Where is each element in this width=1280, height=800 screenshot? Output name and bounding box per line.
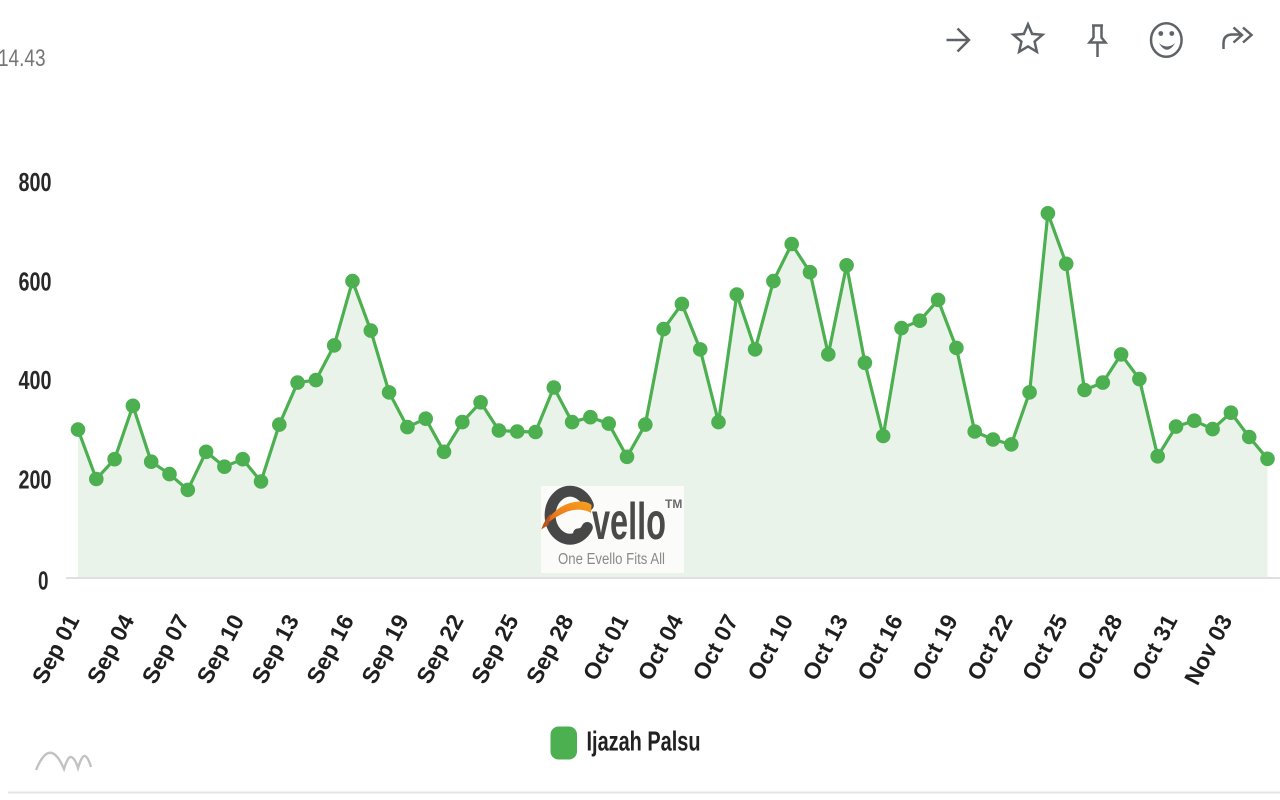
svg-text:Oct 16: Oct 16 <box>852 610 908 684</box>
svg-text:Ijazah Palsu: Ijazah Palsu <box>587 726 701 757</box>
svg-text:Sep 28: Sep 28 <box>521 610 579 688</box>
svg-text:Sep 19: Sep 19 <box>356 610 414 688</box>
svg-text:Sep 16: Sep 16 <box>301 610 359 688</box>
svg-text:200: 200 <box>19 465 52 495</box>
svg-text:Sep 13: Sep 13 <box>246 610 304 688</box>
svg-text:Sep 01: Sep 01 <box>27 610 85 688</box>
svg-text:0: 0 <box>38 566 49 596</box>
svg-text:800: 800 <box>19 167 52 197</box>
svg-text:14.43: 14.43 <box>0 45 46 72</box>
svg-text:Oct 04: Oct 04 <box>632 610 688 684</box>
svg-text:Sep 04: Sep 04 <box>82 610 140 688</box>
svg-text:Oct 01: Oct 01 <box>577 610 633 684</box>
svg-text:Sep 10: Sep 10 <box>191 610 249 688</box>
svg-text:Sep 25: Sep 25 <box>466 610 524 688</box>
svg-text:Oct 13: Oct 13 <box>797 610 853 684</box>
svg-text:Oct 22: Oct 22 <box>962 610 1018 684</box>
svg-text:Oct 25: Oct 25 <box>1017 610 1073 684</box>
svg-text:Oct 07: Oct 07 <box>687 610 743 684</box>
svg-text:Oct 28: Oct 28 <box>1072 610 1128 684</box>
svg-text:Oct 31: Oct 31 <box>1126 610 1182 684</box>
svg-text:Oct 19: Oct 19 <box>907 610 963 684</box>
svg-text:400: 400 <box>19 365 52 395</box>
svg-text:600: 600 <box>19 267 52 297</box>
svg-text:One Evello Fits All: One Evello Fits All <box>558 551 665 568</box>
svg-text:TM: TM <box>665 497 682 511</box>
svg-text:vello: vello <box>592 493 666 551</box>
svg-text:Oct 10: Oct 10 <box>742 610 798 684</box>
svg-text:Sep 22: Sep 22 <box>411 610 469 688</box>
svg-text:Sep 07: Sep 07 <box>136 610 194 688</box>
svg-text:Nov 03: Nov 03 <box>1179 610 1237 689</box>
